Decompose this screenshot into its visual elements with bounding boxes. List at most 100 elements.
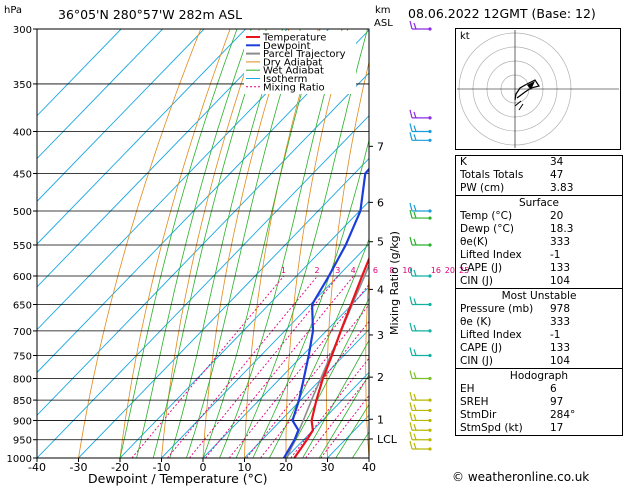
mixing-ratio-tick-label: 10: [402, 266, 412, 275]
wind-barb-flag: [413, 442, 417, 450]
mixing-ratio-axis-label: Mixing Ratio (g/kg): [388, 231, 401, 335]
row-value: -1: [550, 249, 561, 261]
pressure-tick-label: 600: [13, 272, 32, 283]
wind-barb-dot: [428, 398, 432, 402]
wind-barb-flag: [413, 204, 417, 212]
height-tick-label: 5: [377, 236, 384, 249]
mixing-ratio-tick-label: 1: [281, 266, 286, 275]
wet-adiabat-line: [335, 403, 369, 458]
table-row: EH 6: [456, 383, 622, 396]
pressure-tick-label: 350: [13, 80, 32, 91]
table-row: PW (cm) 3.83: [456, 182, 622, 195]
hodograph-unit-label: kt: [460, 31, 470, 42]
pressure-tick-label: 800: [13, 374, 32, 385]
temperature-tick-label: 10: [238, 461, 252, 474]
wind-barb-dot: [428, 27, 432, 31]
table-row: CIN (J) 104: [456, 355, 622, 368]
row-value: 6: [550, 383, 557, 395]
mixing-ratio-tick-label: 6: [373, 266, 378, 275]
row-value: 333: [550, 236, 571, 248]
mixing-ratio-line: [260, 320, 369, 458]
mixing-ratio-line: [205, 275, 354, 458]
pressure-tick-label: 300: [13, 25, 32, 36]
pressure-tick-label: 550: [13, 241, 32, 252]
temperature-tick-label: -40: [28, 461, 46, 474]
hodograph-table-title: Hodograph: [509, 370, 569, 382]
wind-barb-dot: [428, 138, 432, 142]
isotherm-line: [37, 29, 122, 117]
height-tick-label: LCL: [377, 433, 398, 446]
height-tick-label: 6: [377, 196, 384, 209]
isotherm-line: [37, 115, 369, 458]
mixing-ratio-tick-label: 8: [389, 266, 394, 275]
row-value: 97: [550, 396, 564, 408]
temperature-tick-label: 40: [362, 461, 376, 474]
wind-barb-flag: [413, 393, 417, 401]
wet-adiabat-line: [119, 29, 238, 458]
row-label: θe(K): [460, 236, 488, 248]
surface-title: Surface: [518, 197, 559, 209]
row-label: CIN (J): [460, 355, 493, 367]
wind-barb-dot: [428, 274, 432, 278]
wet-adiabat-line: [302, 339, 369, 458]
wind-barb-dot: [428, 302, 432, 307]
datetime: 08.06.2022 12GMT (Base: 12): [408, 6, 596, 21]
pressure-tick-label: 650: [13, 301, 32, 312]
row-label: CAPE (J): [460, 342, 503, 354]
wind-barb-flag: [413, 238, 417, 246]
height-tick-label: 2: [377, 371, 384, 384]
table-row: θe (K) 333: [456, 316, 622, 329]
row-label: Lifted Index: [460, 329, 522, 341]
pressure-tick-label: 1000: [7, 454, 32, 465]
mixing-ratio-tick-label: 2: [314, 266, 319, 275]
wind-barb-dot: [428, 129, 432, 134]
indices-table: K 34 Totals Totals 47 PW (cm) 3.83: [455, 155, 623, 196]
legend-entry: Wet Adiabat: [263, 66, 324, 77]
wind-barb-dot: [428, 329, 432, 333]
wind-barb-dot: [428, 447, 432, 451]
wind-barb-flag: [409, 267, 413, 277]
temperature-tick-label: 0: [200, 461, 207, 474]
parcel-trajectory-line: [286, 263, 369, 458]
row-label: SREH: [460, 396, 489, 408]
isotherm-line: [37, 29, 163, 160]
wind-barb-flag: [413, 22, 417, 30]
wind-barb-flag: [409, 391, 413, 401]
wind-barb-flag: [409, 109, 413, 119]
wet-adiabat-line: [318, 373, 369, 458]
indices-panel: K 34 Totals Totals 47 PW (cm) 3.83 Surface Te…: [455, 155, 623, 436]
table-row: CAPE (J) 133: [456, 342, 622, 355]
legend-entry: Temperature: [262, 33, 326, 44]
row-value: 104: [550, 275, 571, 287]
table-row: Lifted Index -1: [456, 329, 622, 342]
row-value: 133: [550, 262, 571, 274]
wind-barb-flag: [409, 20, 413, 30]
km-label: km: [375, 5, 391, 16]
height-tick-label: 4: [377, 283, 384, 296]
wind-barb-flag: [413, 433, 417, 440]
isotherm-line: [78, 157, 369, 458]
pressure-tick-label: 400: [13, 128, 32, 139]
legend-entry: Dry Adiabat: [263, 57, 322, 68]
wind-barb-flag: [413, 298, 417, 305]
mixing-ratio-tick-label: 16: [431, 266, 441, 275]
legend-entry: Parcel Trajectory: [263, 49, 346, 60]
table-row: StmDir 284°: [456, 409, 622, 422]
asl-label: ASL: [374, 18, 393, 29]
mixing-ratio-tick-label: 20: [445, 266, 455, 275]
table-row: Temp (°C) 20: [456, 210, 622, 223]
table-row: Lifted Index -1: [456, 249, 622, 262]
wind-barb-flag: [413, 404, 417, 411]
row-label: PW (cm): [460, 182, 505, 194]
table-row: StmSpd (kt) 17: [456, 422, 622, 435]
row-value: 104: [550, 355, 571, 367]
legend-entry: Isotherm: [263, 74, 307, 85]
wind-barb-flag: [409, 422, 413, 431]
wind-barb-dot: [428, 116, 432, 120]
wind-barb-flag: [413, 211, 417, 219]
station-location: 36°05'N 280°57'W 282m ASL: [58, 7, 242, 22]
row-label: θe (K): [460, 316, 492, 328]
wind-barb-dot: [428, 216, 432, 220]
height-tick-label: 1: [377, 413, 384, 426]
table-row: K 34: [456, 156, 622, 169]
